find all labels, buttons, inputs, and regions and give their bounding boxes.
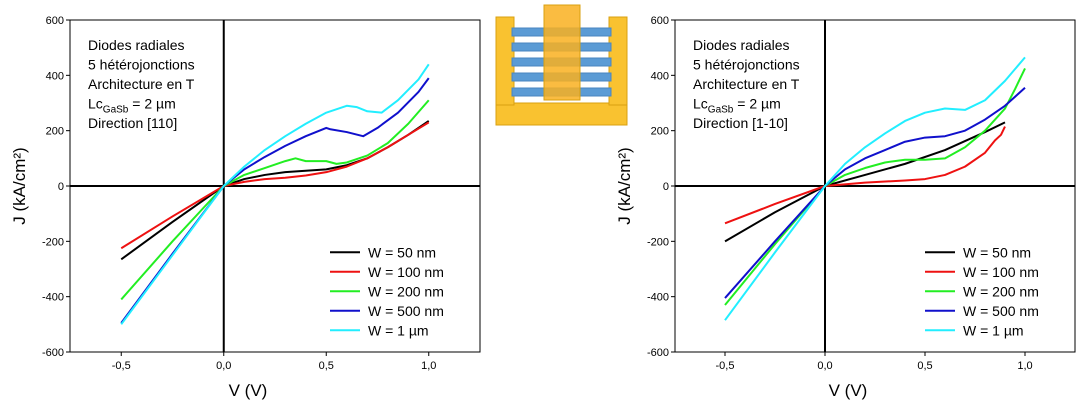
y-tick-label: 200 <box>651 126 669 138</box>
annotation-text: Lc <box>88 96 103 112</box>
annotation: Diodes radiales <box>88 37 185 53</box>
y-tick-label: -400 <box>647 292 669 304</box>
legend-label: W = 50 nm <box>963 244 1031 260</box>
center-contact <box>543 4 581 101</box>
legend-label: W = 500 nm <box>368 303 444 319</box>
y-axis-label: J (kA/cm²) <box>10 147 29 224</box>
x-tick-label: 0,5 <box>917 360 932 372</box>
x-tick-label: 1,0 <box>421 360 436 372</box>
annotation-text: = 2 µm <box>733 96 780 112</box>
y-tick-label: 400 <box>651 70 669 82</box>
y-tick-label: 600 <box>46 15 64 27</box>
series-line <box>724 56 1026 321</box>
x-tick-label: 0,0 <box>817 360 832 372</box>
chart-panel: -600 -400 -200 0 200 400 600 -0,5 0,0 0,5 1,0 V (V)… <box>10 15 481 400</box>
annotation: LcGaSb = 2 µm <box>693 96 781 116</box>
left-contact <box>495 16 515 106</box>
legend-label: W = 1 µm <box>963 322 1024 338</box>
y-tick-label: 0 <box>663 181 669 193</box>
y-tick-label: -600 <box>42 347 64 359</box>
y-tick-label: 400 <box>46 70 64 82</box>
x-tick-label: 0,5 <box>319 360 334 372</box>
x-axis-label: V (V) <box>829 381 868 400</box>
x-tick-label: 0,0 <box>216 360 231 372</box>
y-tick-label: 0 <box>58 181 64 193</box>
substrate <box>495 102 628 126</box>
annotation: LcGaSb = 2 µm <box>88 96 176 116</box>
right-contact <box>608 16 628 106</box>
series-line <box>120 99 430 301</box>
annotation-text: = 2 µm <box>128 96 175 112</box>
annotation-subscript: GaSb <box>103 105 129 116</box>
legend-label: W = 1 µm <box>368 322 429 338</box>
x-tick-label: 1,0 <box>1017 360 1032 372</box>
y-tick-label: 200 <box>46 126 64 138</box>
annotation-subscript: GaSb <box>708 105 734 116</box>
legend-label: W = 100 nm <box>963 264 1039 280</box>
y-tick-label: -400 <box>42 292 64 304</box>
y-axis-label: J (kA/cm²) <box>615 147 634 224</box>
series-line <box>120 63 430 325</box>
y-tick-label: -600 <box>647 347 669 359</box>
annotation: Diodes radiales <box>693 37 790 53</box>
annotation: Architecture en T <box>88 76 195 92</box>
series-line <box>724 126 1006 225</box>
legend: W = 50 nm W = 100 nm W = 200 nm W = 500 nm W… <box>925 244 1039 338</box>
annotation: 5 hétérojonctions <box>693 57 800 73</box>
legend-label: W = 200 nm <box>368 283 444 299</box>
annotation: Direction [110] <box>88 115 177 131</box>
device-diagram <box>495 4 628 126</box>
chart-panel: -600 -400 -200 0 200 400 600 -0,5 0,0 0,5 1,0 V (V)… <box>615 15 1076 400</box>
legend-label: W = 200 nm <box>963 283 1039 299</box>
legend-label: W = 50 nm <box>368 244 436 260</box>
annotation: Architecture en T <box>693 76 800 92</box>
y-tick-label: 600 <box>651 15 669 27</box>
annotation: Direction [1-10] <box>693 115 788 131</box>
y-tick-label: -200 <box>42 236 64 248</box>
legend-label: W = 100 nm <box>368 264 444 280</box>
legend: W = 50 nm W = 100 nm W = 200 nm W = 500 nm W… <box>330 244 444 338</box>
annotation: 5 hétérojonctions <box>88 57 195 73</box>
series-line <box>120 120 430 261</box>
annotation-text: Lc <box>693 96 708 112</box>
x-tick-label: -0,5 <box>112 360 131 372</box>
y-tick-label: -200 <box>647 236 669 248</box>
legend-label: W = 500 nm <box>963 303 1039 319</box>
x-axis-label: V (V) <box>229 381 268 400</box>
x-tick-label: -0,5 <box>716 360 735 372</box>
